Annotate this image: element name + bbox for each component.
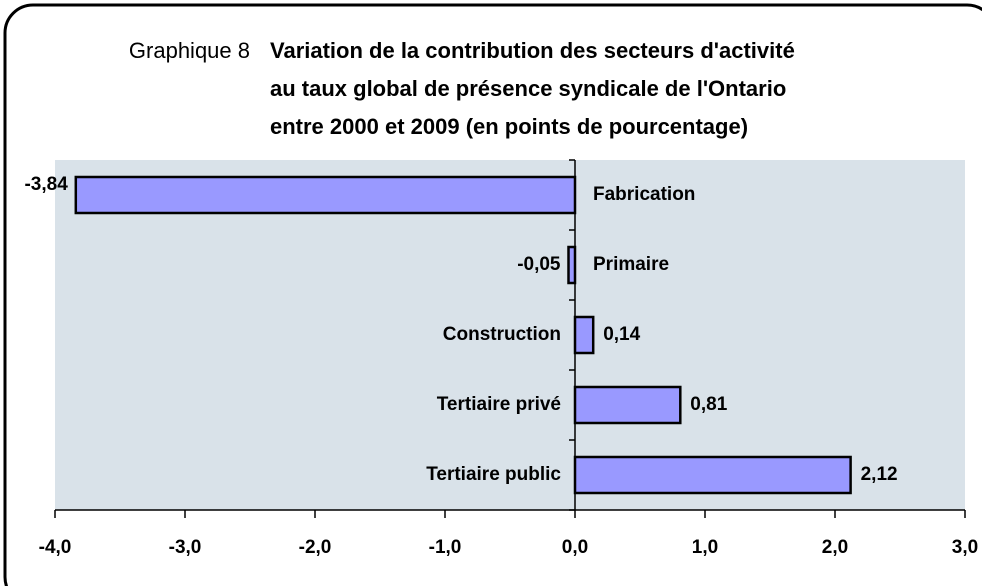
category-label: Primaire bbox=[593, 254, 669, 275]
value-label: -0,05 bbox=[517, 254, 561, 275]
chart-title: Variation de la contribution des secteur… bbox=[270, 38, 795, 63]
category-label: Fabrication bbox=[593, 184, 695, 205]
x-tick-label: -4,0 bbox=[39, 537, 72, 558]
category-label: Tertiaire privé bbox=[437, 394, 561, 415]
category-label: Construction bbox=[443, 324, 561, 345]
bar bbox=[567, 245, 577, 285]
bar bbox=[573, 455, 852, 495]
value-label: 0,14 bbox=[603, 324, 640, 345]
x-tick-label: -2,0 bbox=[299, 537, 332, 558]
x-tick-label: 1,0 bbox=[692, 537, 718, 558]
bar bbox=[573, 385, 682, 425]
bar bbox=[74, 175, 577, 215]
category-label: Tertiaire public bbox=[426, 464, 561, 485]
x-tick-label: 0,0 bbox=[562, 537, 588, 558]
plot-area bbox=[55, 160, 965, 510]
value-label: 2,12 bbox=[861, 464, 898, 485]
value-label: -3,84 bbox=[24, 174, 68, 195]
chart-title: au taux global de présence syndicale de … bbox=[270, 76, 786, 101]
value-label: 0,81 bbox=[690, 394, 727, 415]
figure-label: Graphique 8 bbox=[129, 38, 250, 63]
x-tick-label: -1,0 bbox=[429, 537, 462, 558]
bar bbox=[573, 315, 595, 355]
chart-title: entre 2000 et 2009 (en points de pourcen… bbox=[270, 114, 748, 139]
x-tick-label: 3,0 bbox=[952, 537, 978, 558]
x-tick-label: -3,0 bbox=[169, 537, 202, 558]
x-tick-label: 2,0 bbox=[822, 537, 848, 558]
